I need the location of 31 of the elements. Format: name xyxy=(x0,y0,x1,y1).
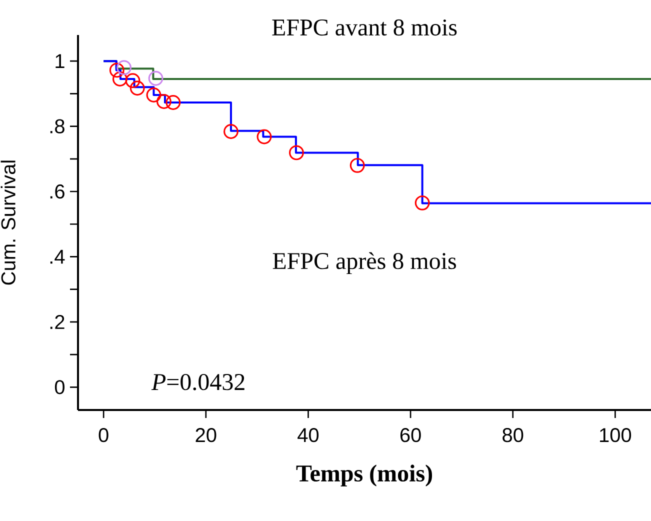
point xyxy=(125,73,140,88)
x-tick-label: 0 xyxy=(98,428,108,442)
point xyxy=(350,158,365,173)
point xyxy=(156,94,172,109)
text: EFPC après 8 mois xyxy=(272,252,456,274)
x-tick-label: 100 xyxy=(600,428,632,442)
y-axis-title: Cum. Survival xyxy=(0,160,16,285)
point xyxy=(146,88,162,102)
series-label: EFPC avant 8 mois xyxy=(272,19,457,36)
x-axis-title: Temps (mois) xyxy=(296,464,432,486)
y-tick-label: .6 xyxy=(50,184,64,199)
point xyxy=(414,195,430,210)
y-tick-label: 0 xyxy=(54,380,64,394)
x-tick-label: 20 xyxy=(196,428,216,442)
point xyxy=(109,62,124,78)
y-tick-label: 1 xyxy=(56,54,64,68)
annotation: P=0.0432 xyxy=(151,374,244,390)
point xyxy=(130,80,145,96)
point xyxy=(166,95,181,110)
point xyxy=(148,70,164,86)
x-tick-label: 80 xyxy=(502,428,524,442)
x-tick-label: 40 xyxy=(298,428,319,442)
point xyxy=(116,60,132,76)
y-tick-label: .2 xyxy=(50,314,64,329)
x-tick-label: 60 xyxy=(400,428,421,442)
y-tick-label: .4 xyxy=(50,250,65,264)
point xyxy=(256,129,272,144)
point xyxy=(288,145,304,160)
point xyxy=(224,124,238,139)
point xyxy=(112,72,128,86)
y-tick-label: .8 xyxy=(50,119,64,134)
